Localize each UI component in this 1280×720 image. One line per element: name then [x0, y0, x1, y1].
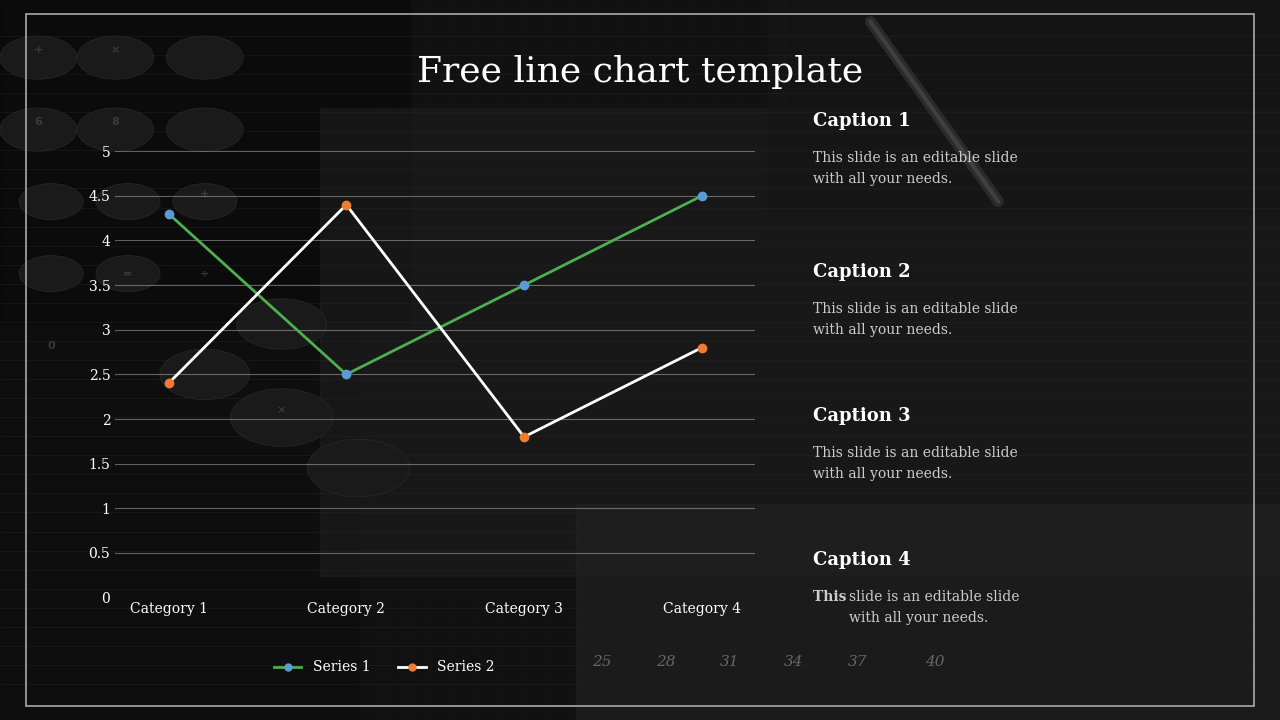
Text: +: + — [33, 45, 44, 55]
Bar — [768, 0, 1280, 216]
Circle shape — [19, 184, 83, 220]
Text: ÷: ÷ — [200, 269, 210, 279]
Circle shape — [96, 184, 160, 220]
Text: 34: 34 — [783, 655, 804, 670]
Circle shape — [237, 299, 326, 349]
Text: Caption 2: Caption 2 — [813, 263, 910, 281]
Series 2 — [339, 200, 355, 209]
Bar — [0, 0, 410, 324]
Bar — [576, 504, 1280, 720]
Circle shape — [19, 256, 83, 292]
Text: Caption 4: Caption 4 — [813, 551, 910, 569]
Series 1 — [516, 281, 531, 289]
Text: Caption 1: Caption 1 — [813, 112, 910, 130]
Series 2 — [694, 343, 709, 352]
Series 2 — [516, 433, 531, 441]
Text: 6: 6 — [35, 117, 42, 127]
Legend: Series 1, Series 2: Series 1, Series 2 — [268, 654, 500, 680]
Circle shape — [166, 36, 243, 79]
Bar — [320, 108, 1280, 576]
Text: slide is an editable slide
with all your needs.: slide is an editable slide with all your… — [849, 590, 1019, 625]
Circle shape — [230, 389, 333, 446]
Bar — [0, 324, 358, 720]
Text: Free line chart template: Free line chart template — [417, 55, 863, 89]
Circle shape — [307, 439, 410, 497]
Text: ×: × — [110, 45, 120, 55]
Text: This slide is an editable slide
with all your needs.: This slide is an editable slide with all… — [813, 302, 1018, 337]
Circle shape — [77, 36, 154, 79]
Text: 8: 8 — [111, 117, 119, 127]
Circle shape — [77, 108, 154, 151]
Text: 0: 0 — [47, 341, 55, 351]
Circle shape — [166, 108, 243, 151]
Series 1 — [339, 370, 355, 379]
Circle shape — [173, 184, 237, 220]
Circle shape — [0, 108, 77, 151]
Text: 28: 28 — [655, 655, 676, 670]
Line: Series 2: Series 2 — [164, 201, 707, 441]
Text: 37: 37 — [847, 655, 868, 670]
Text: 40: 40 — [924, 655, 945, 670]
Text: This slide is an editable slide
with all your needs.: This slide is an editable slide with all… — [813, 151, 1018, 186]
Circle shape — [160, 349, 250, 400]
Line: Series 1: Series 1 — [164, 192, 707, 379]
Text: Caption 3: Caption 3 — [813, 407, 910, 425]
Text: 31: 31 — [719, 655, 740, 670]
Text: This slide is an editable slide
with all your needs.: This slide is an editable slide with all… — [813, 446, 1018, 481]
Text: +: + — [200, 189, 210, 199]
Series 2 — [161, 379, 177, 387]
Circle shape — [96, 256, 160, 292]
Circle shape — [0, 36, 77, 79]
Series 1 — [161, 210, 177, 218]
Series 1 — [694, 192, 709, 200]
Text: =: = — [123, 269, 133, 279]
Text: This: This — [813, 590, 851, 604]
Text: 25: 25 — [591, 655, 612, 670]
Text: ×: × — [276, 405, 287, 415]
